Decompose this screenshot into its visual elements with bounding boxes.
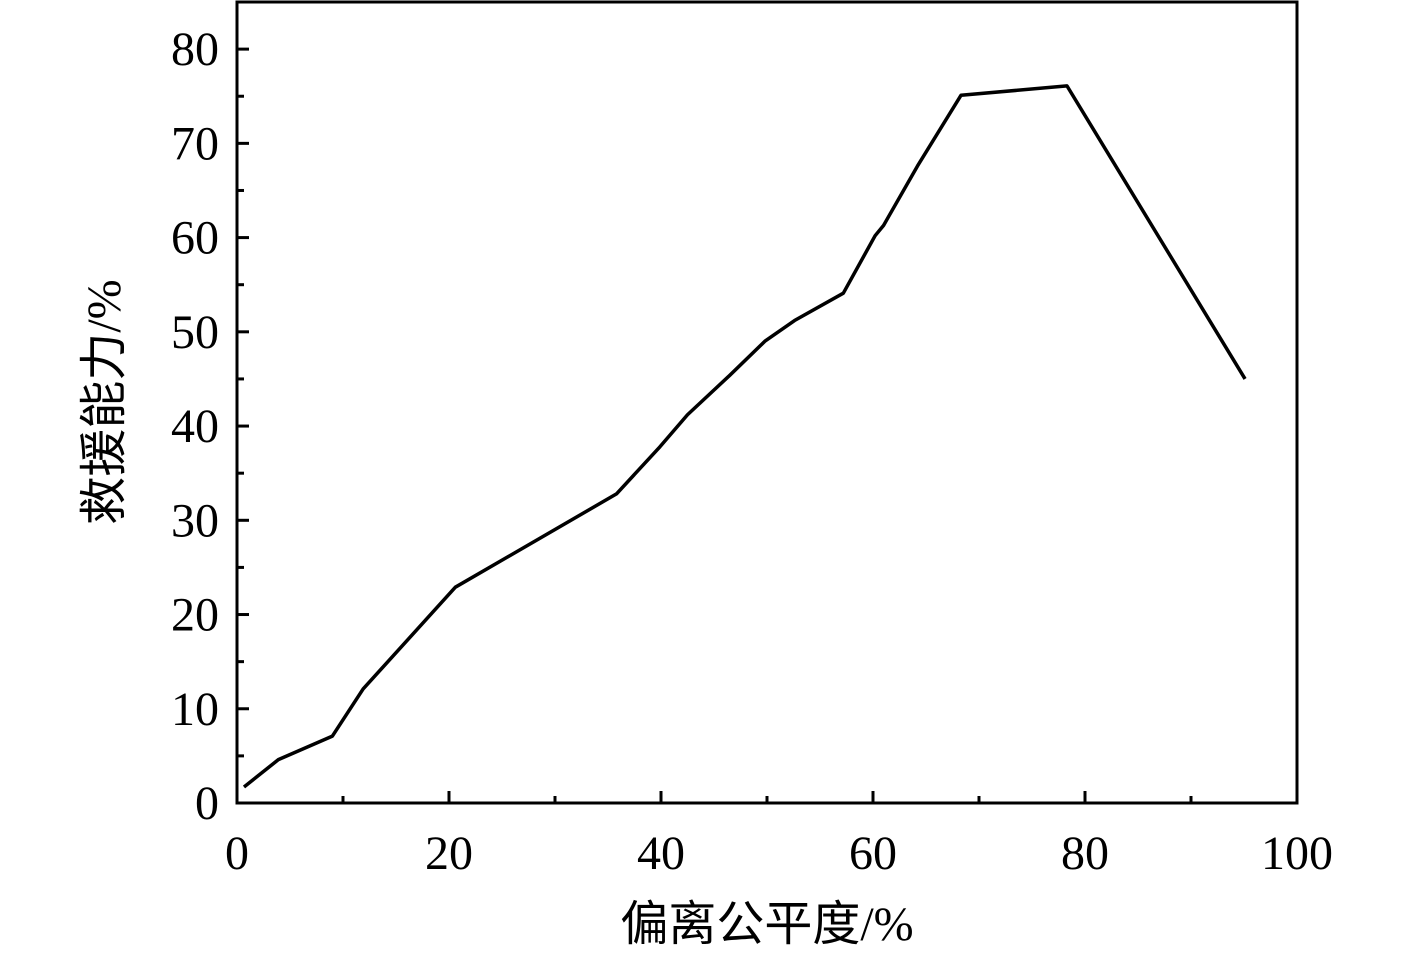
x-tick-label: 60	[849, 827, 897, 880]
y-tick-label: 0	[195, 777, 219, 830]
y-tick-label: 50	[171, 306, 219, 359]
x-tick-label: 40	[637, 827, 685, 880]
x-tick-label: 100	[1261, 827, 1333, 880]
y-tick-label: 10	[171, 683, 219, 736]
y-tick-label: 20	[171, 589, 219, 642]
x-tick-label: 20	[425, 827, 473, 880]
y-tick-label: 30	[171, 494, 219, 547]
y-axis-label: 救援能力/%	[78, 279, 131, 524]
y-tick-label: 80	[171, 23, 219, 76]
x-axis-label: 偏离公平度/%	[620, 898, 913, 951]
data-line	[242, 84, 1247, 789]
y-tick-label: 70	[171, 117, 219, 170]
plot-frame	[235, 0, 1299, 805]
y-tick-label: 60	[171, 212, 219, 265]
x-tick-label: 80	[1061, 827, 1109, 880]
x-tick-label: 0	[225, 827, 249, 880]
y-tick-label: 40	[171, 400, 219, 453]
